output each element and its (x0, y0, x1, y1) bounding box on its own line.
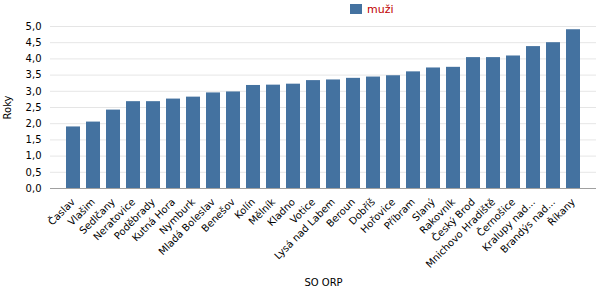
svg-text:SO ORP: SO ORP (304, 277, 342, 288)
svg-text:Neratovice: Neratovice (91, 196, 138, 243)
svg-text:Časlav: Časlav (46, 196, 78, 228)
svg-text:Kolín: Kolín (232, 196, 258, 221)
svg-text:2,5: 2,5 (26, 102, 42, 113)
svg-text:Roky: Roky (2, 95, 13, 119)
svg-text:Hořovice: Hořovice (358, 196, 398, 236)
svg-text:0,5: 0,5 (26, 167, 42, 178)
svg-text:Příbram: Příbram (381, 196, 418, 232)
svg-text:Lysá nad Labem: Lysá nad Labem (272, 196, 337, 261)
svg-text:3,5: 3,5 (26, 69, 42, 80)
svg-text:Brandýs nad...: Brandýs nad... (498, 196, 557, 255)
svg-text:2,0: 2,0 (26, 118, 42, 129)
svg-text:1,5: 1,5 (26, 134, 42, 145)
svg-text:Sedlčany: Sedlčany (77, 196, 118, 237)
svg-text:Mělník: Mělník (246, 196, 278, 227)
svg-text:Kladno: Kladno (265, 196, 298, 229)
svg-text:Nymburk: Nymburk (157, 196, 198, 237)
svg-text:Mladá Boleslav: Mladá Boleslav (156, 196, 218, 258)
svg-text:0,0: 0,0 (26, 183, 42, 194)
svg-text:Černošice: Černošice (474, 196, 518, 239)
svg-text:Dobříš: Dobříš (346, 196, 378, 227)
svg-text:Český Brod: Český Brod (429, 196, 478, 244)
svg-text:Rakovník: Rakovník (417, 196, 458, 236)
svg-text:4,5: 4,5 (26, 37, 42, 48)
svg-text:Říkany: Říkany (545, 195, 577, 227)
svg-text:Mnichovo Hradiště: Mnichovo Hradiště (423, 196, 498, 270)
svg-text:3,0: 3,0 (26, 86, 42, 97)
svg-text:Kutná Hora: Kutná Hora (129, 196, 178, 244)
svg-text:5,0: 5,0 (26, 21, 42, 32)
svg-text:Votice: Votice (287, 196, 318, 226)
svg-text:Kralupy nad...: Kralupy nad... (480, 196, 538, 254)
svg-text:Poděbrady: Poděbrady (111, 196, 158, 242)
svg-text:Vlašim: Vlašim (65, 196, 98, 228)
svg-text:4,0: 4,0 (26, 53, 42, 64)
html-text:muži: muži (367, 2, 394, 16)
svg-text:1,0: 1,0 (26, 150, 42, 161)
svg-text:Benešov: Benešov (199, 196, 237, 234)
svg-text:Slaný: Slaný (409, 196, 438, 224)
svg-text:Beroun: Beroun (324, 196, 358, 230)
